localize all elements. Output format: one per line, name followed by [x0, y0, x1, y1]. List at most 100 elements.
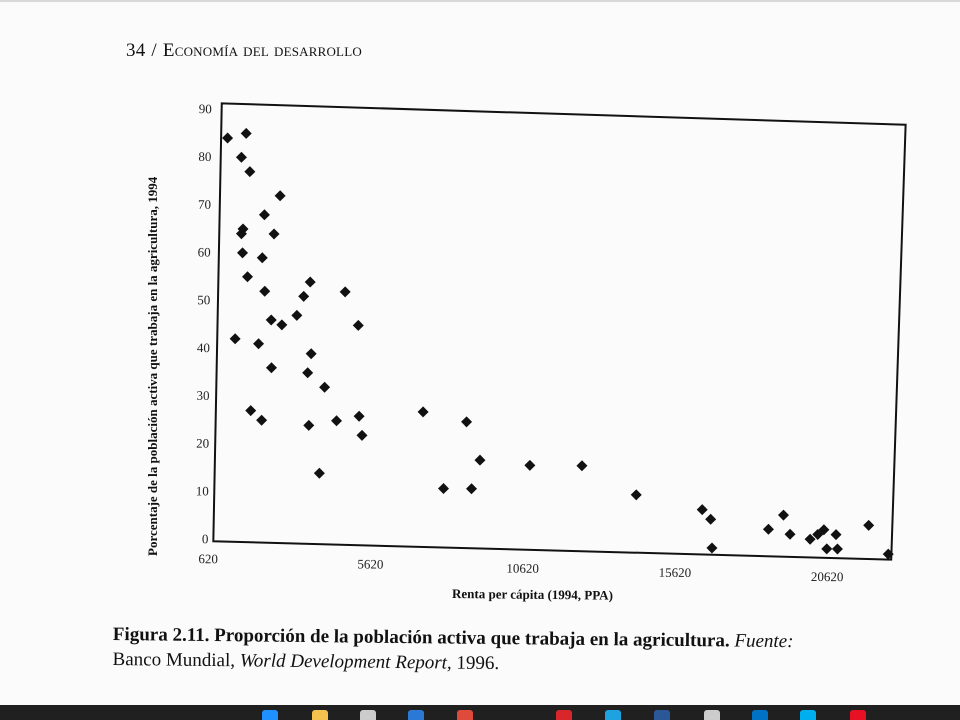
data-point	[259, 285, 271, 297]
y-tick-label: 50	[197, 292, 210, 307]
data-point	[818, 524, 830, 536]
plot-frame	[212, 102, 907, 561]
data-point	[240, 127, 252, 139]
app-icon[interactable]	[850, 710, 866, 720]
data-point	[276, 319, 288, 331]
running-header: 34/Economía del desarrollo	[126, 40, 362, 62]
page-top-edge	[0, 0, 960, 2]
data-point	[298, 290, 310, 302]
data-point	[256, 414, 268, 426]
y-tick-label: 70	[198, 197, 211, 212]
figure-label: Figura 2.11.	[112, 623, 210, 647]
skype-icon[interactable]	[800, 710, 816, 720]
data-point	[353, 410, 365, 422]
y-tick-label: 90	[199, 101, 212, 116]
x-tick-label: 10620	[506, 561, 539, 576]
data-point	[576, 460, 588, 472]
source-report: World Development Report,	[239, 650, 452, 674]
x-tick-label: 620	[198, 551, 218, 566]
data-point	[222, 132, 234, 144]
data-point	[352, 319, 364, 331]
data-point	[863, 519, 875, 531]
data-point	[331, 415, 343, 427]
data-point	[303, 419, 315, 431]
y-tick-label: 20	[196, 436, 209, 451]
data-point	[229, 333, 241, 345]
data-point	[265, 314, 277, 326]
data-point	[256, 252, 268, 264]
data-point	[762, 523, 774, 535]
y-tick-label: 60	[198, 244, 211, 259]
data-point	[305, 348, 317, 360]
header-separator: /	[151, 40, 157, 61]
data-point	[313, 467, 325, 479]
clock-icon[interactable]	[704, 710, 720, 720]
data-point	[474, 454, 486, 466]
windows-taskbar	[0, 705, 960, 720]
data-point	[461, 416, 473, 428]
figure-title: Proporción de la población activa que tr…	[214, 625, 730, 652]
ie-icon[interactable]	[605, 710, 621, 720]
scanned-page: 34/Economía del desarrollo 0 10 20 30 40 50 60…	[0, 0, 960, 681]
x-tick-label: 20620	[811, 569, 844, 584]
book-title: Economía del desarrollo	[162, 40, 362, 61]
data-point	[882, 548, 894, 560]
data-point	[417, 406, 429, 418]
source-year: 1996.	[456, 652, 500, 675]
data-point	[438, 483, 450, 495]
source-label: Fuente:	[734, 630, 794, 653]
outlook-icon[interactable]	[752, 710, 768, 720]
word-icon[interactable]	[654, 710, 670, 720]
data-point	[339, 286, 351, 298]
data-point	[804, 533, 816, 545]
edge-icon[interactable]	[262, 710, 278, 720]
data-point	[466, 483, 478, 495]
data-point	[831, 543, 843, 555]
store-icon[interactable]	[360, 710, 376, 720]
data-point	[258, 209, 270, 221]
y-tick-label: 0	[202, 531, 209, 546]
data-point	[696, 504, 708, 516]
chrome-icon[interactable]	[457, 710, 473, 720]
data-point	[245, 405, 257, 417]
y-tick-label: 80	[198, 149, 211, 164]
data-point	[524, 459, 536, 471]
x-axis-title: Renta per cápita (1994, PPA)	[452, 586, 613, 603]
data-point	[630, 489, 642, 501]
data-point	[319, 381, 331, 393]
x-tick-labels: 620 5620 10620 15620 20620	[198, 551, 843, 584]
y-tick-labels: 0 10 20 30 40 50 60 70 80 90	[196, 101, 212, 546]
data-point	[235, 228, 247, 240]
data-point	[356, 429, 368, 441]
data-point	[237, 247, 249, 259]
figure-caption: Figura 2.11. Proporción de la población …	[112, 622, 932, 681]
y-axis-title: Porcentaje de la población activa que tr…	[145, 176, 160, 556]
y-tick-label: 40	[197, 340, 210, 355]
data-point	[777, 509, 789, 521]
data-point	[784, 528, 796, 540]
mail-icon[interactable]	[408, 710, 424, 720]
y-tick-label: 10	[196, 483, 209, 498]
data-point	[304, 276, 316, 288]
file-explorer-icon[interactable]	[312, 710, 328, 720]
points-layer	[222, 127, 894, 560]
x-tick-label: 15620	[659, 565, 692, 580]
scatter-chart: 0 10 20 30 40 50 60 70 80 90 620 5620 10620 15620 206…	[145, 101, 907, 603]
data-point	[821, 543, 833, 555]
data-point	[244, 166, 256, 178]
x-tick-label: 5620	[357, 556, 383, 571]
data-point	[705, 513, 717, 525]
data-point	[302, 367, 314, 379]
data-point	[706, 542, 718, 554]
data-point	[242, 271, 254, 283]
data-point	[265, 362, 277, 374]
acrobat-icon[interactable]	[556, 710, 572, 720]
data-point	[253, 338, 265, 350]
data-point	[274, 190, 286, 202]
data-point	[291, 309, 303, 321]
data-point	[235, 151, 247, 163]
data-point	[268, 228, 280, 240]
data-point	[830, 529, 842, 541]
page-number: 34	[126, 40, 146, 61]
source-org: Banco Mundial,	[112, 648, 236, 672]
